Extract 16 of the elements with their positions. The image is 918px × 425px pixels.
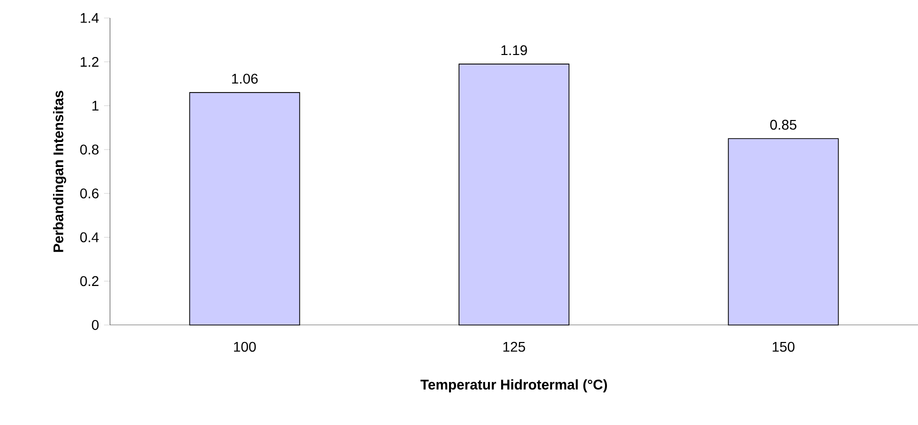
- data-label: 0.85: [770, 120, 796, 130]
- y-tick-label: 0.6: [80, 188, 99, 198]
- data-label: 1.06: [232, 74, 258, 84]
- y-tick-label: 0: [92, 320, 99, 330]
- data-label: 1.19: [501, 45, 527, 56]
- x-axis-title: Temperatur Hidrotermal (°C): [420, 379, 607, 392]
- y-tick-label: 0.8: [80, 144, 99, 155]
- y-tick-label: 1.2: [80, 56, 98, 67]
- x-tick-label: 150: [772, 342, 794, 352]
- x-tick-label: 100: [234, 342, 256, 352]
- y-tick-label: 0.4: [80, 232, 99, 242]
- x-tick-label: 125: [503, 342, 526, 352]
- y-tick-label: 1.4: [80, 13, 99, 23]
- y-axis-title: Perbandingan Intensitas: [53, 90, 66, 252]
- y-tick-label: 0.2: [80, 276, 98, 286]
- y-tick-label: 1: [92, 100, 98, 111]
